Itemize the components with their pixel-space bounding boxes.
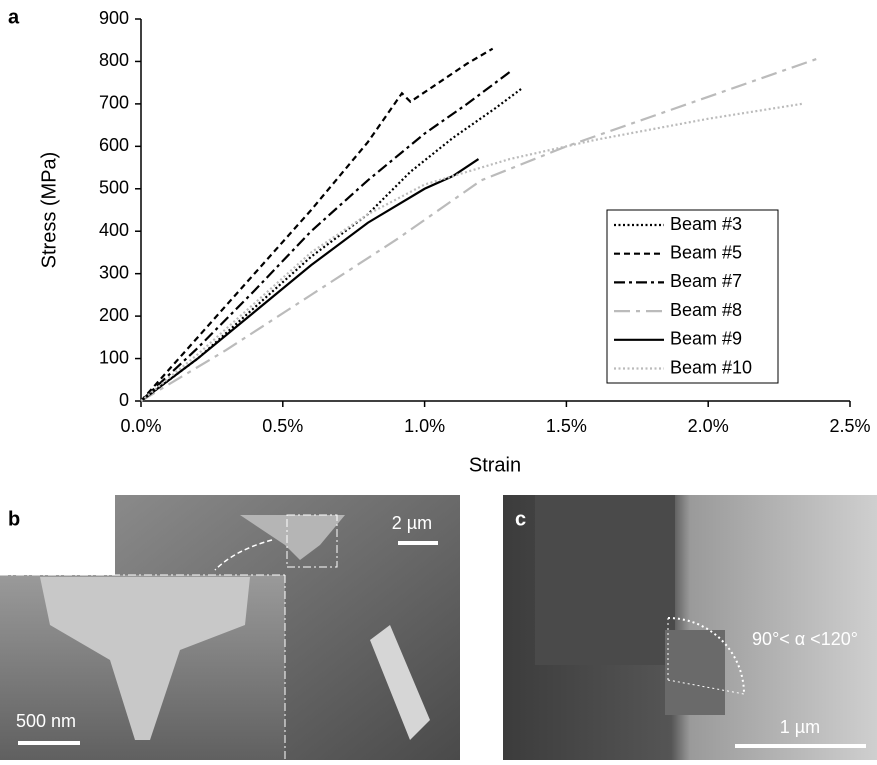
beam-shape <box>370 625 430 740</box>
series-line <box>140 56 823 402</box>
x-tick-label: 1.5% <box>546 416 587 436</box>
y-tick-label: 600 <box>99 135 129 155</box>
scale-label: 2 µm <box>392 513 432 533</box>
x-axis-title: Strain <box>469 454 521 476</box>
beam-shape <box>665 630 725 715</box>
legend-box <box>606 209 779 384</box>
scale-label: 500 nm <box>16 711 76 731</box>
y-axis-title: Stress (MPa) <box>38 152 60 269</box>
plot-area: 0 100 200 300 400 500 600 700 800 900 0.0% 0.5% 1.0%… <box>99 8 871 436</box>
beam-shape <box>240 515 345 560</box>
panel-label: a <box>8 6 20 28</box>
x-tick-label: 2.5% <box>829 416 870 436</box>
scale-label: 1 µm <box>780 717 820 737</box>
y-tick-label: 500 <box>99 178 129 198</box>
legend-label: Beam #7 <box>670 271 742 291</box>
series-line <box>140 158 480 402</box>
series-line <box>140 47 494 402</box>
legend-label: Beam #5 <box>670 242 742 262</box>
series-line <box>140 71 511 402</box>
y-tick-label: 100 <box>99 347 129 367</box>
panel-label: b <box>8 508 20 530</box>
x-tick-label: 2.0% <box>688 416 729 436</box>
panel-label: c <box>515 508 526 530</box>
angle-arc <box>667 617 745 695</box>
y-tick-label: 800 <box>99 50 129 70</box>
zoom-box <box>286 514 338 568</box>
y-tick-label: 400 <box>99 220 129 240</box>
x-tick-label: 0.0% <box>120 416 161 436</box>
legend-label: Beam #3 <box>670 214 742 234</box>
zoom-arrow <box>214 539 273 571</box>
x-tick-label: 0.5% <box>262 416 303 436</box>
angle-annotation: 90°< α <120° <box>752 629 858 649</box>
x-tick-label: 1.0% <box>404 416 445 436</box>
y-tick-label: 0 <box>119 390 129 410</box>
legend-label: Beam #9 <box>670 329 742 349</box>
y-tick-label: 200 <box>99 305 129 325</box>
beam-tip <box>40 577 250 740</box>
y-tick-label: 300 <box>99 262 129 282</box>
legend-label: Beam #10 <box>670 357 752 377</box>
beam-shape <box>535 495 675 665</box>
y-tick-label: 900 <box>99 8 129 28</box>
legend-label: Beam #8 <box>670 300 742 320</box>
y-tick-label: 700 <box>99 93 129 113</box>
